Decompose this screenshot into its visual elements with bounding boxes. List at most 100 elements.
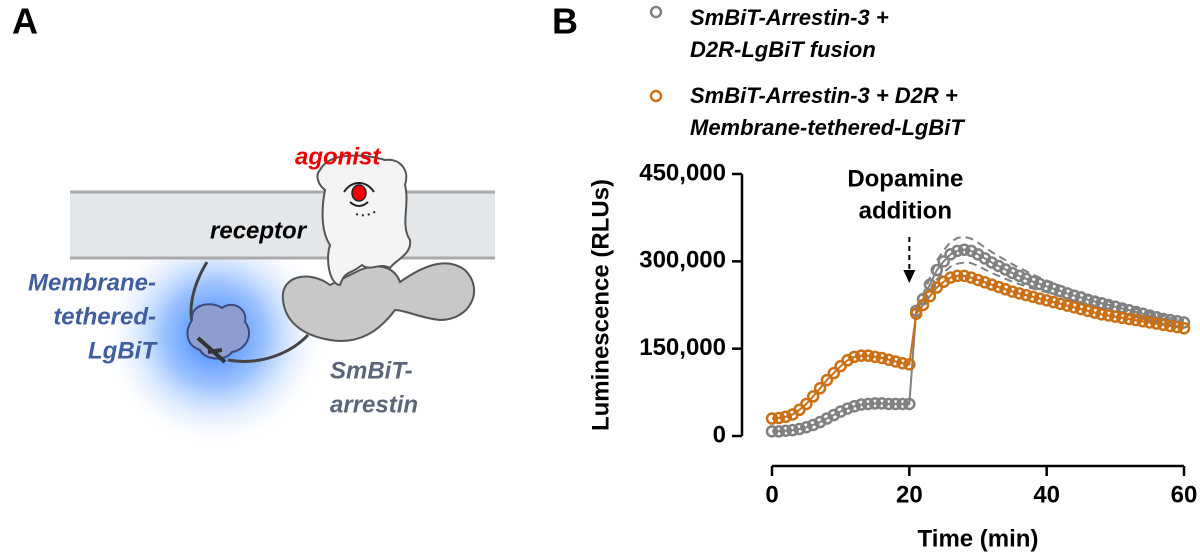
data-point (1109, 310, 1122, 323)
data-point (1006, 266, 1019, 280)
x-axis-label: Time (min) (918, 525, 1039, 552)
data-point (861, 349, 875, 362)
data-point (889, 397, 902, 411)
data-point (1129, 305, 1143, 319)
data-point (834, 405, 847, 418)
agonist-label: agonist (295, 143, 381, 170)
data-point (903, 397, 916, 411)
data-point (1129, 313, 1143, 327)
legend-marker (649, 89, 663, 103)
membrane (70, 192, 495, 258)
pocket (349, 201, 369, 207)
agonist-shape (351, 184, 367, 202)
data-point (855, 398, 868, 411)
data-point (999, 283, 1012, 296)
data-point (875, 351, 889, 365)
data-point (1033, 277, 1047, 291)
data-point (772, 425, 786, 438)
data-point (909, 307, 923, 320)
data-point (896, 356, 909, 370)
series-line (771, 274, 1185, 420)
arrestin-shape (281, 262, 476, 342)
lgbit-label: LgBiT (88, 337, 158, 364)
data-point (848, 400, 861, 413)
legend-label: SmBiT-Arrestin-3 + D2R + Membrane-tether… (690, 83, 964, 140)
data-point (978, 276, 992, 289)
data-point (923, 278, 937, 291)
data-point (813, 382, 827, 395)
data-point (848, 350, 861, 364)
data-point (903, 358, 916, 371)
y-tick-label: 300,000 (639, 247, 726, 274)
data-point (1150, 317, 1163, 330)
data-point (1102, 309, 1115, 322)
data-point (1136, 307, 1150, 320)
data-point (800, 421, 813, 434)
data-point (765, 425, 779, 438)
data-point (937, 255, 950, 268)
data-point (889, 355, 902, 368)
data-point (958, 243, 971, 256)
data-point (841, 402, 854, 415)
error-band (915, 261, 1185, 326)
panel-label: A (12, 1, 38, 42)
legend-label: SmBiT-Arrestin-3 + D2R-LgBiT fusion (690, 5, 889, 62)
data-point (1006, 285, 1019, 298)
data-point (1012, 287, 1026, 300)
data-point (1115, 311, 1129, 325)
y-tick-label: 150,000 (639, 334, 726, 361)
data-point (765, 412, 779, 425)
data-point (868, 350, 882, 364)
data-point (806, 418, 820, 432)
data-point (779, 424, 792, 438)
data-point (1019, 272, 1033, 286)
data-point (1040, 280, 1053, 293)
data-point (1095, 308, 1108, 321)
data-point (930, 263, 944, 277)
data-point (1067, 289, 1081, 302)
data-point (1170, 320, 1184, 334)
data-point (1143, 316, 1156, 329)
annotation: addition (859, 197, 952, 224)
data-point (1033, 292, 1047, 305)
data-point (964, 271, 978, 284)
data-point (916, 298, 930, 312)
data-point (1122, 312, 1136, 326)
data-point (923, 290, 937, 303)
x-tick-label: 20 (896, 481, 923, 508)
data-point (1012, 269, 1026, 283)
data-point (1067, 301, 1081, 314)
data-point (1040, 294, 1053, 307)
data-point (1136, 315, 1150, 328)
data-point (1026, 290, 1040, 304)
receptor-label: receptor (210, 217, 308, 244)
data-point (820, 373, 834, 387)
y-tick-label: 450,000 (639, 159, 726, 186)
x-tick-label: 0 (765, 481, 778, 508)
data-point (1054, 284, 1067, 298)
data-point (916, 292, 930, 306)
pocket (355, 209, 379, 217)
series-line (772, 248, 1185, 433)
data-point (1047, 295, 1060, 309)
y-tick-label: 0 (713, 421, 726, 448)
data-point (1019, 288, 1033, 302)
annotation-arrowhead (903, 270, 916, 283)
lgbit-label: tethered- (53, 303, 156, 330)
data-point (951, 269, 964, 283)
data-point (1122, 303, 1136, 317)
receptor-shape (316, 154, 412, 287)
data-point (992, 280, 1005, 294)
data-point (772, 411, 786, 425)
data-point (1164, 319, 1177, 333)
data-point (1054, 297, 1067, 311)
data-point (1074, 291, 1088, 304)
lgbit-label: Membrane- (28, 269, 156, 296)
data-point (827, 366, 841, 380)
data-point (1088, 306, 1101, 319)
data-point (971, 273, 985, 287)
data-point (786, 423, 799, 437)
data-point (1061, 287, 1074, 300)
